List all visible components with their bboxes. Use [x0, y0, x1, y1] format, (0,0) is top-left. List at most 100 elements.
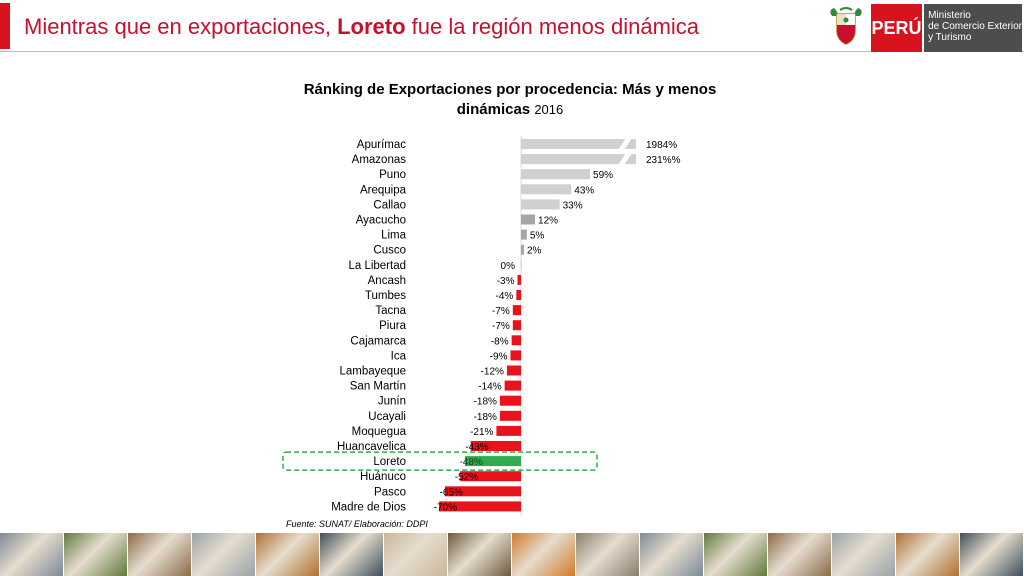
axis-break-mark	[618, 153, 632, 166]
photo-thumbnail	[768, 533, 832, 576]
data-label: 12%	[538, 216, 558, 227]
category-label: Apurímac	[357, 139, 406, 151]
chart-title-year: 2016	[534, 102, 564, 117]
bar	[521, 214, 536, 225]
bar	[521, 229, 527, 240]
category-label: Ica	[391, 350, 407, 362]
photo-thumbnail	[0, 533, 64, 576]
category-label: Piura	[379, 320, 406, 332]
data-label: 2%	[527, 246, 542, 257]
bar	[521, 139, 636, 149]
data-label: -7%	[492, 321, 510, 332]
category-label: Callao	[373, 199, 406, 211]
category-label: Pasco	[374, 486, 406, 498]
bar	[499, 410, 521, 421]
data-label: -18%	[474, 397, 497, 408]
photo-thumbnail	[192, 533, 256, 576]
category-label: Huánuco	[360, 471, 406, 483]
brand-ministry-line: de Comercio Exterior	[928, 21, 1022, 32]
photo-thumbnail	[512, 533, 576, 576]
category-label: Moquegua	[352, 426, 407, 438]
bar	[521, 259, 522, 270]
category-label: Ancash	[368, 275, 406, 287]
bar	[516, 290, 521, 300]
brand-ministry: Ministerio de Comercio Exterior y Turism…	[924, 4, 1022, 52]
bar	[512, 305, 521, 316]
data-label: -48%	[459, 457, 482, 468]
bar	[439, 501, 521, 512]
data-label: 59%	[593, 170, 613, 181]
page-title: Mientras que en exportaciones, Loreto fu…	[24, 14, 700, 39]
bar	[504, 380, 521, 391]
data-label: -18%	[474, 412, 497, 423]
photo-thumbnail	[320, 533, 384, 576]
photo-thumbnail	[640, 533, 704, 576]
bar	[521, 199, 560, 210]
photo-strip	[0, 533, 1024, 576]
bar	[517, 274, 521, 285]
brand-ministry-line: y Turismo	[928, 32, 972, 43]
bar	[521, 244, 524, 255]
category-label: Ucayali	[368, 411, 406, 423]
data-label: 1984%	[646, 140, 677, 151]
category-label: Huancavelica	[337, 441, 407, 453]
bar	[464, 456, 521, 467]
brand-ministry-line: Ministerio	[928, 10, 971, 21]
category-label: Arequipa	[360, 184, 407, 196]
category-label: Lambayeque	[340, 366, 407, 378]
photo-thumbnail	[384, 533, 448, 576]
photo-thumbnail	[64, 533, 128, 576]
bar	[460, 471, 521, 482]
photo-thumbnail	[832, 533, 896, 576]
bar	[521, 184, 572, 195]
data-label: -70%	[434, 502, 457, 513]
category-label: Madre de Dios	[331, 501, 406, 513]
data-label: 231%%	[646, 155, 681, 166]
category-label: Tacna	[375, 305, 406, 317]
data-label: -52%	[455, 472, 478, 483]
data-label: 43%	[574, 185, 594, 196]
ministry-logo: PERÚ Ministerio de Comercio Exterior y T…	[871, 4, 1022, 52]
bar	[444, 486, 521, 497]
data-label: -9%	[490, 351, 508, 362]
data-label: -8%	[491, 336, 509, 347]
category-label: Ayacucho	[356, 215, 406, 227]
axis-break-mark	[618, 138, 632, 150]
highlight-box	[282, 451, 598, 471]
data-label: 5%	[530, 231, 545, 242]
category-label: Lima	[381, 230, 407, 242]
photo-thumbnail	[960, 533, 1024, 576]
data-label: -3%	[497, 276, 515, 287]
bar	[506, 365, 521, 376]
bar	[470, 441, 521, 451]
bar	[521, 169, 591, 180]
data-label: -65%	[440, 487, 463, 498]
data-label: -7%	[492, 306, 510, 317]
data-label: -4%	[496, 291, 514, 302]
brand-country: PERÚ	[871, 4, 925, 52]
photo-thumbnail	[448, 533, 512, 576]
data-label: 33%	[563, 200, 583, 211]
category-label: La Libertad	[348, 260, 406, 272]
bar	[511, 335, 521, 346]
data-label: -12%	[481, 367, 504, 378]
category-label: Tumbes	[365, 290, 406, 302]
photo-thumbnail	[256, 533, 320, 576]
category-label: Loreto	[373, 456, 406, 468]
data-label: -43%	[465, 442, 488, 453]
category-label: Cajamarca	[350, 335, 406, 347]
header-divider	[0, 51, 1024, 52]
chart-title: Ránking de Exportaciones por procedencia…	[303, 81, 717, 118]
bar	[521, 154, 636, 165]
photo-thumbnail	[576, 533, 640, 576]
category-label: Cusco	[373, 245, 406, 257]
bar	[510, 350, 521, 361]
data-label: -14%	[478, 382, 501, 393]
header-accent-bar	[0, 3, 10, 49]
header: Mientras que en exportaciones, Loreto fu…	[0, 0, 1024, 54]
photo-thumbnail	[128, 533, 192, 576]
data-label: 0%	[501, 261, 516, 272]
bar	[499, 395, 521, 406]
data-label: -21%	[470, 427, 493, 438]
